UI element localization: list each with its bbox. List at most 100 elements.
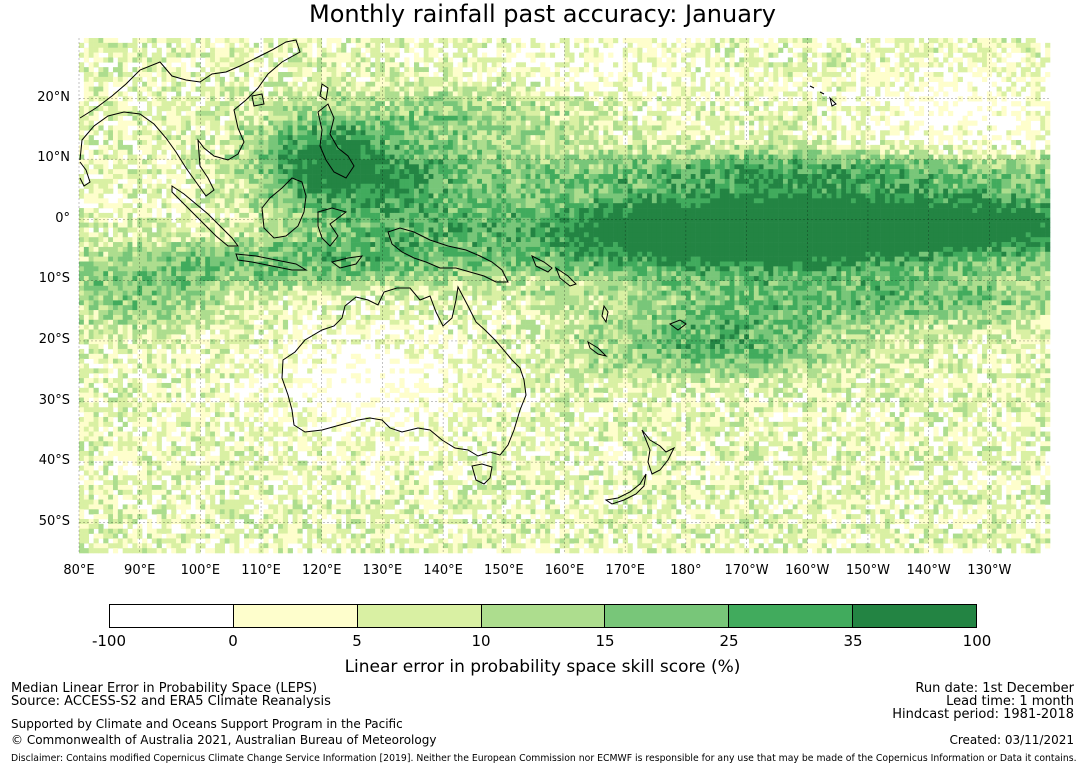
skill-cell bbox=[88, 81, 94, 87]
skill-cell bbox=[171, 38, 177, 44]
skill-cell bbox=[297, 101, 303, 107]
skill-cell bbox=[297, 130, 303, 136]
skill-cell bbox=[161, 470, 167, 476]
skill-cell bbox=[244, 489, 250, 495]
skill-cell bbox=[122, 266, 128, 272]
skill-cell bbox=[244, 329, 250, 335]
skill-cell bbox=[258, 57, 264, 63]
skill-cell bbox=[93, 310, 99, 316]
skill-cell bbox=[239, 193, 245, 199]
skill-cell bbox=[88, 290, 94, 296]
skill-cell bbox=[253, 42, 259, 49]
skill-cell bbox=[346, 164, 352, 170]
skill-cell bbox=[122, 285, 128, 291]
skill-cell bbox=[263, 538, 269, 544]
skill-cell bbox=[355, 460, 361, 466]
skill-cell bbox=[297, 441, 303, 447]
skill-cell bbox=[79, 256, 85, 262]
skill-cell bbox=[355, 120, 361, 126]
skill-cell bbox=[282, 135, 289, 141]
skill-cell bbox=[244, 47, 250, 53]
skill-cell bbox=[355, 412, 361, 418]
skill-cell bbox=[248, 251, 255, 257]
skill-cell bbox=[355, 407, 361, 413]
skill-cell bbox=[278, 305, 284, 311]
skill-cell bbox=[171, 514, 177, 520]
skill-cell bbox=[108, 276, 114, 282]
skill-cell bbox=[190, 465, 196, 471]
skill-cell bbox=[307, 57, 313, 63]
skill-cell bbox=[79, 348, 85, 355]
skill-cell bbox=[195, 494, 201, 500]
skill-cell bbox=[248, 378, 255, 384]
skill-cell bbox=[103, 47, 109, 53]
skill-cell bbox=[171, 310, 177, 316]
skill-cell bbox=[234, 193, 240, 199]
skill-cell bbox=[229, 169, 235, 175]
skill-cell bbox=[258, 110, 264, 117]
skill-cell bbox=[346, 285, 352, 291]
skill-cell bbox=[210, 62, 216, 68]
skill-cell bbox=[156, 348, 162, 355]
skill-cell bbox=[210, 154, 216, 160]
skill-cell bbox=[156, 514, 162, 520]
skill-cell bbox=[176, 203, 182, 209]
skill-cell bbox=[151, 392, 157, 398]
skill-cell bbox=[273, 67, 279, 73]
skill-cell bbox=[253, 76, 259, 83]
skill-cell bbox=[258, 543, 264, 549]
skill-cell bbox=[302, 523, 308, 530]
skill-cell bbox=[326, 499, 332, 505]
skill-cell bbox=[161, 183, 167, 189]
skill-cell bbox=[273, 368, 279, 374]
skill-cell bbox=[297, 280, 303, 287]
skill-cell bbox=[263, 251, 269, 257]
skill-cell bbox=[312, 489, 318, 495]
skill-cell bbox=[302, 426, 308, 432]
skill-cell bbox=[176, 174, 182, 180]
skill-cell bbox=[341, 242, 347, 248]
skill-cell bbox=[180, 115, 187, 121]
skill-cell bbox=[316, 465, 323, 471]
skill-cell bbox=[350, 62, 357, 68]
skill-cell bbox=[268, 475, 274, 481]
skill-cell bbox=[127, 149, 133, 155]
skill-cell bbox=[156, 125, 162, 131]
skill-cell bbox=[205, 193, 211, 199]
skill-cell bbox=[278, 251, 284, 257]
skill-cell bbox=[350, 416, 357, 423]
skill-cell bbox=[307, 96, 313, 102]
skill-cell bbox=[117, 334, 123, 340]
skill-cell bbox=[210, 246, 216, 253]
skill-cell bbox=[210, 334, 216, 340]
skill-cell bbox=[171, 382, 177, 389]
skill-cell bbox=[83, 261, 90, 267]
skill-cell bbox=[287, 373, 293, 379]
skill-cell bbox=[268, 290, 274, 296]
skill-cell bbox=[292, 290, 298, 296]
skill-cell bbox=[302, 38, 308, 44]
skill-cell bbox=[282, 62, 289, 68]
skill-cell bbox=[253, 212, 259, 219]
skill-cell bbox=[355, 339, 361, 345]
skill-cell bbox=[316, 106, 323, 112]
skill-cell bbox=[253, 57, 259, 63]
skill-cell bbox=[127, 217, 133, 223]
skill-cell bbox=[161, 548, 167, 554]
skill-cell bbox=[83, 140, 90, 146]
skill-cell bbox=[117, 169, 123, 175]
skill-cell bbox=[244, 533, 250, 539]
skill-cell bbox=[346, 446, 352, 452]
skill-cell bbox=[326, 159, 332, 165]
skill-cell bbox=[166, 334, 172, 340]
skill-cell bbox=[210, 276, 216, 282]
skill-cell bbox=[263, 285, 269, 291]
skill-cell bbox=[205, 271, 211, 277]
skill-cell bbox=[282, 159, 289, 165]
skill-cell bbox=[302, 169, 308, 175]
skill-cell bbox=[142, 436, 148, 442]
skill-cell bbox=[258, 314, 264, 321]
skill-cell bbox=[297, 290, 303, 296]
skill-cell bbox=[190, 232, 196, 238]
skill-cell bbox=[341, 484, 347, 491]
